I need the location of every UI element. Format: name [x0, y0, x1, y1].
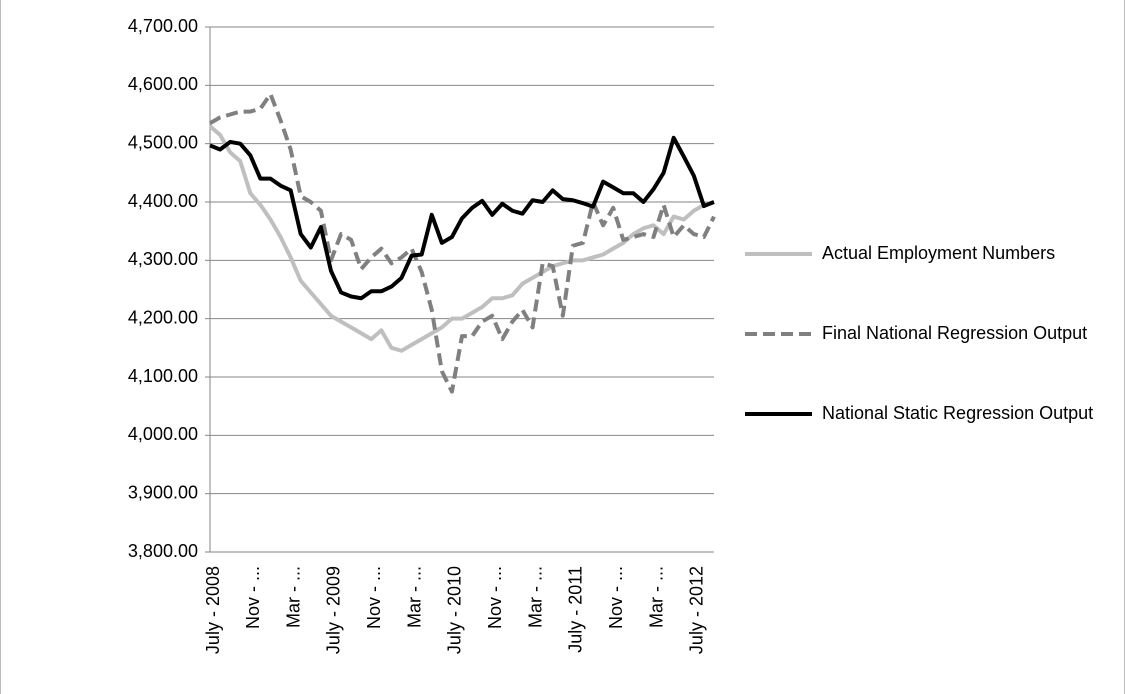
- legend-label: National Static Regression Output: [822, 403, 1094, 423]
- y-tick-label: 4,100.00: [128, 366, 198, 386]
- y-tick-label: 4,600.00: [128, 74, 198, 94]
- x-tick-label: Mar - ...: [283, 566, 303, 628]
- x-tick-label: July - 2009: [324, 566, 344, 654]
- y-tick-label: 4,500.00: [128, 132, 198, 152]
- series-line: [209, 135, 715, 301]
- x-tick-label: Mar - ...: [404, 566, 424, 628]
- x-tick-label: July - 2012: [687, 566, 707, 654]
- x-tick-label: Nov - ...: [485, 566, 505, 629]
- x-tick-label: July - 2010: [445, 566, 465, 654]
- x-tick-label: Nov - ...: [364, 566, 384, 629]
- y-tick-label: 4,200.00: [128, 307, 198, 327]
- y-tick-label: 4,000.00: [128, 424, 198, 444]
- legend-label: Final National Regression Output: [822, 323, 1088, 343]
- series-line: [208, 92, 716, 394]
- x-tick-label: July - 2008: [203, 566, 223, 654]
- y-tick-label: 4,700.00: [128, 16, 198, 36]
- x-tick-label: Nov - ...: [243, 566, 263, 629]
- x-tick-label: Mar - ...: [646, 566, 666, 628]
- x-tick-label: Mar - ...: [525, 566, 545, 628]
- y-tick-label: 4,400.00: [128, 191, 198, 211]
- legend-label: Actual Employment Numbers: [822, 243, 1056, 263]
- y-tick-label: 4,300.00: [128, 249, 198, 269]
- x-tick-label: Nov - ...: [606, 566, 626, 629]
- x-tick-label: July - 2011: [566, 566, 586, 653]
- y-tick-label: 3,800.00: [128, 541, 198, 561]
- series-line: [208, 124, 715, 353]
- y-tick-label: 3,900.00: [128, 482, 198, 502]
